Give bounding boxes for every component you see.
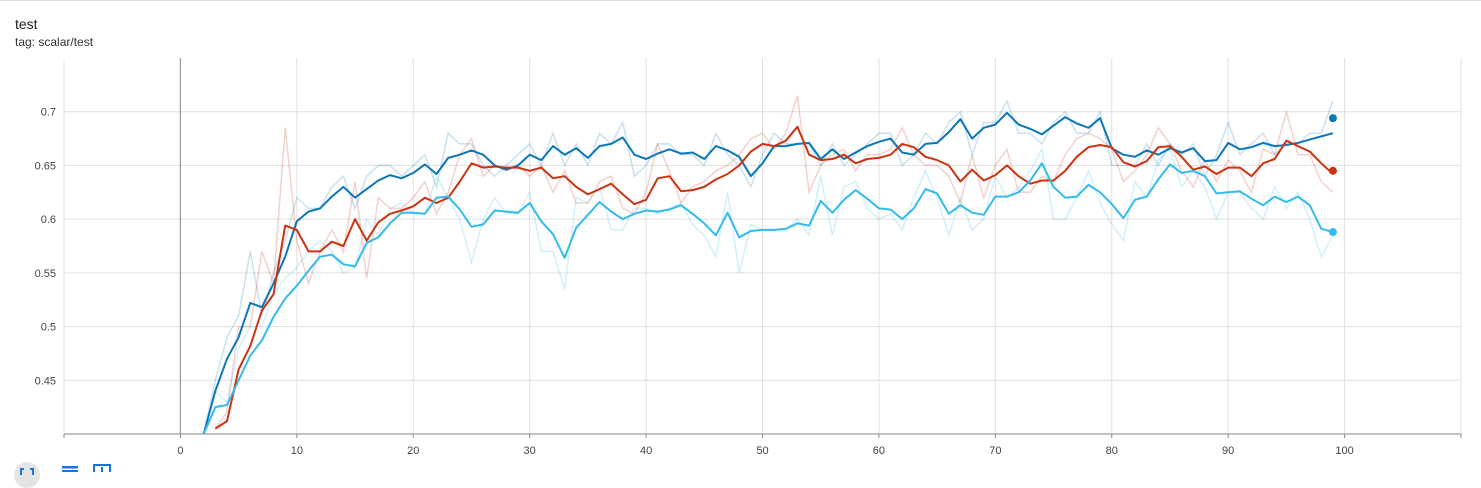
fit-domain-button[interactable]	[14, 462, 40, 488]
fit-domain-icon	[20, 468, 34, 475]
y-tick-label: 0.6	[41, 214, 56, 226]
log-scale-icon	[61, 466, 78, 472]
x-tick-label: 70	[989, 445, 1001, 457]
raw-line-series-1	[202, 99, 1334, 434]
last-point-marker-series-2	[1328, 166, 1337, 175]
card-title: test	[15, 16, 38, 32]
x-tick-label: 20	[407, 445, 419, 457]
top-border	[0, 0, 1481, 1]
y-tick-label: 0.55	[35, 268, 56, 280]
card-tag: tag: scalar/test	[15, 35, 94, 49]
x-tick-label: 10	[291, 445, 303, 457]
series-group	[202, 95, 1337, 434]
axes: 0 10 20 30 40 50 60 70 80 90 100 0.45 0.5 0.55 0.6 0.65…	[35, 58, 1462, 457]
data-download-button[interactable]	[91, 462, 112, 478]
line-chart[interactable]: 0 10 20 30 40 50 60 70 80 90 100 0.45 0.5 0.55 0.6 0.65…	[0, 0, 1481, 462]
y-tick-label: 0.5	[41, 322, 56, 334]
smoothed-line-series-3[interactable]	[202, 162, 1334, 434]
x-tick-label: 30	[524, 445, 536, 457]
x-tick-label: 80	[1106, 445, 1118, 457]
last-point-marker-series-1	[1328, 114, 1337, 123]
x-tick-label: 0	[177, 445, 183, 457]
x-tick-label: 40	[640, 445, 652, 457]
x-tick-label: 50	[756, 445, 768, 457]
x-tick-label: 60	[873, 445, 885, 457]
raw-line-series-2	[214, 95, 1334, 430]
smoothed-line-series-2[interactable]	[214, 125, 1334, 430]
smoothed-line-series-1[interactable]	[202, 111, 1334, 434]
gridlines	[63, 58, 1462, 434]
raw-line-series-3	[202, 147, 1334, 434]
chart-toolbar	[14, 462, 112, 488]
x-tick-label: 90	[1222, 445, 1234, 457]
y-tick-label: 0.65	[35, 160, 56, 172]
x-tick-label: 100	[1335, 445, 1353, 457]
y-tick-label: 0.7	[41, 107, 56, 119]
log-scale-button[interactable]	[59, 462, 80, 478]
last-point-marker-series-3	[1328, 228, 1337, 237]
data-download-icon	[92, 464, 111, 472]
y-tick-label: 0.45	[35, 375, 56, 387]
